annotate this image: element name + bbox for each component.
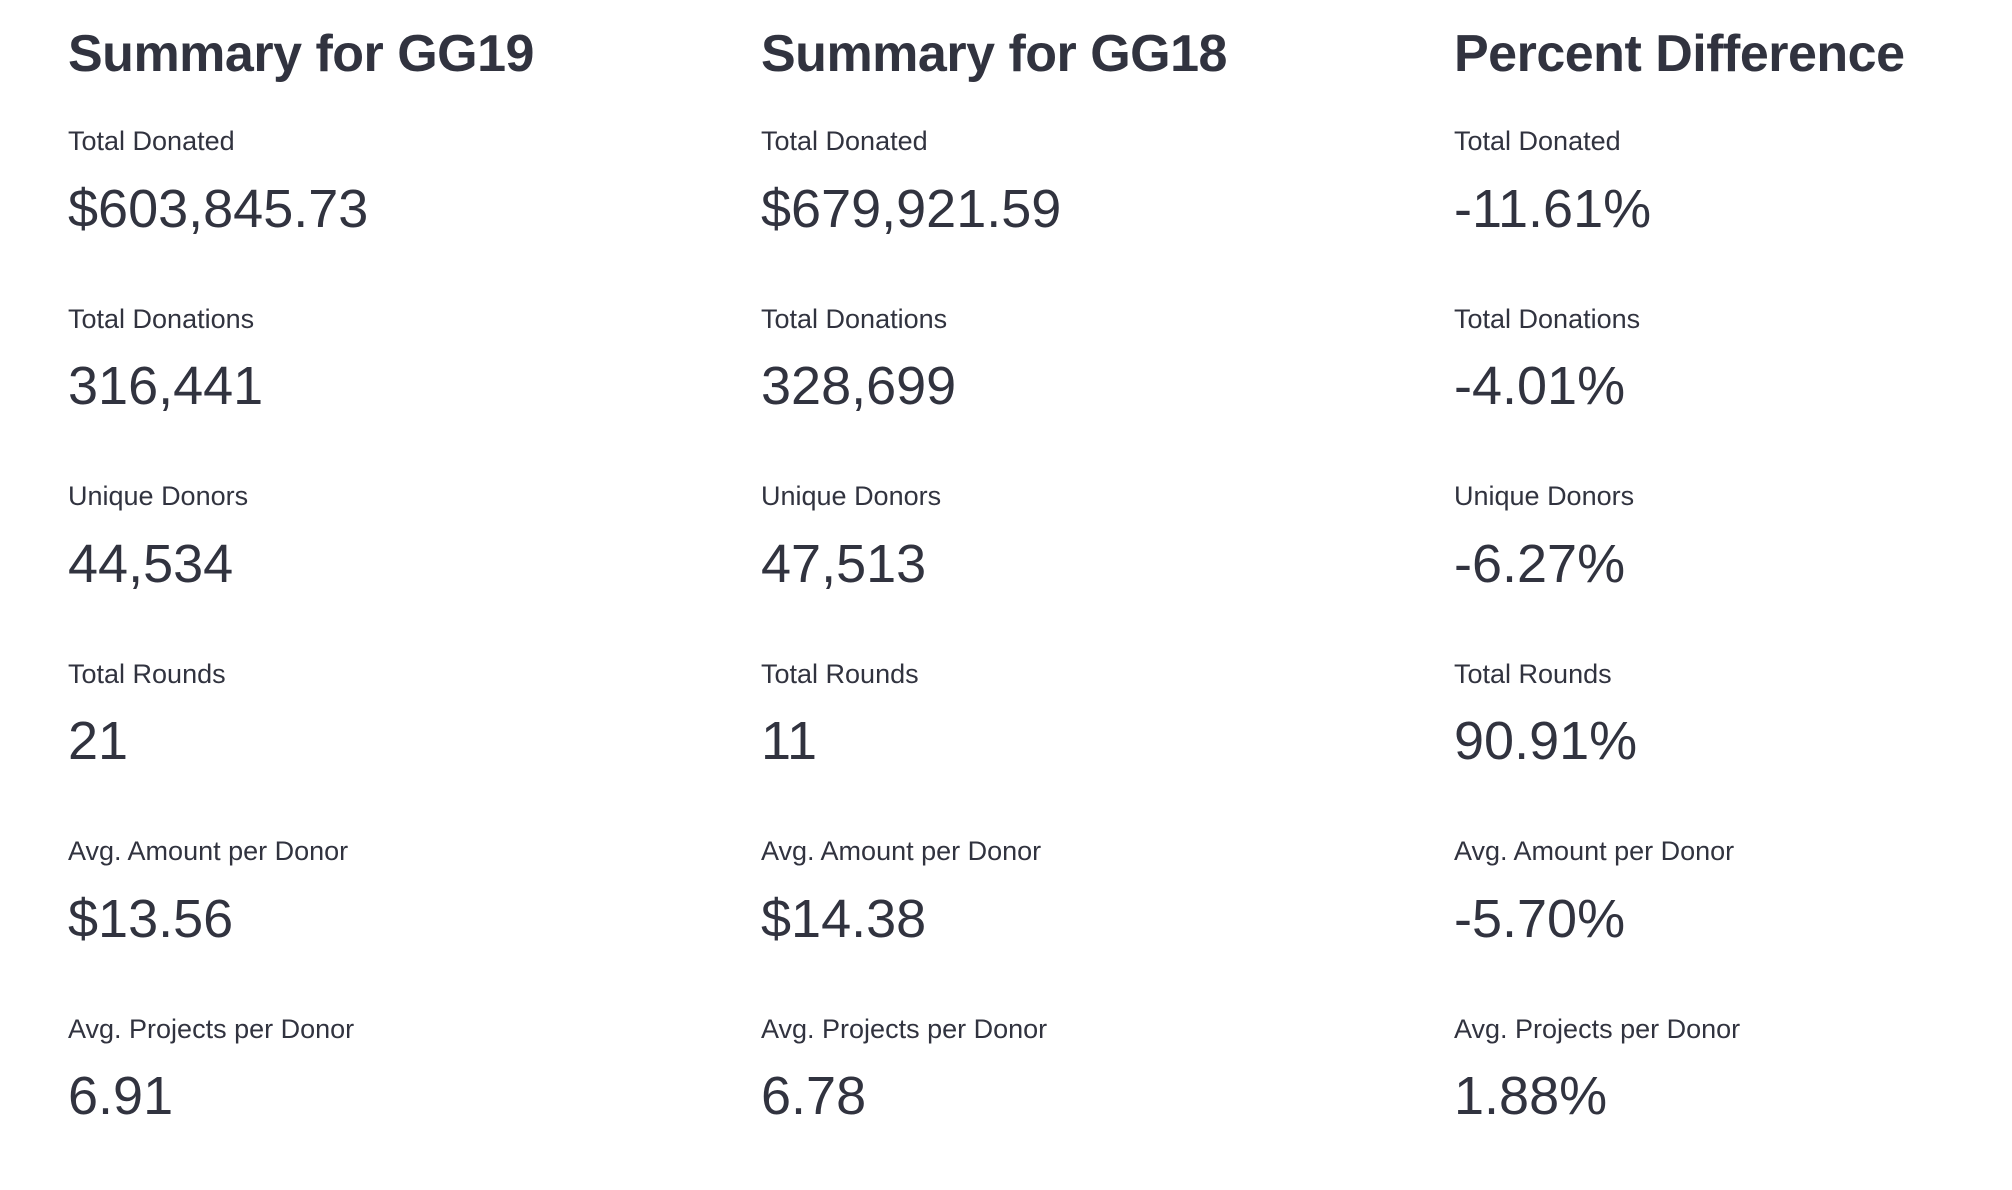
- metric-value: 1.88%: [1454, 1066, 1608, 1127]
- metric-block: Avg. Amount per Donor -5.70%: [1454, 835, 2012, 952]
- metric-value: $603,845.73: [68, 178, 369, 239]
- metric-label: Avg. Amount per Donor: [761, 836, 1042, 867]
- metric-label: Avg. Projects per Donor: [68, 1013, 355, 1044]
- metric-value: -5.70%: [1454, 888, 1626, 949]
- metric-block: Avg. Projects per Donor 1.88%: [1454, 1013, 2012, 1130]
- metric-block: Avg. Projects per Donor 6.91: [68, 1013, 761, 1130]
- metric-label: Total Donations: [1454, 303, 1641, 334]
- metric-value: $13.56: [68, 888, 234, 949]
- metric-label: Total Donations: [761, 303, 948, 334]
- metric-block: Avg. Amount per Donor $13.56: [68, 835, 761, 952]
- metric-block: Total Donated -11.61%: [1454, 125, 2012, 242]
- metric-block: Total Donations 316,441: [68, 303, 761, 420]
- metric-label: Avg. Amount per Donor: [1454, 836, 1735, 867]
- metric-value: 21: [68, 711, 129, 772]
- metric-block: Unique Donors 47,513: [761, 480, 1454, 597]
- metric-label: Avg. Projects per Donor: [761, 1013, 1048, 1044]
- metric-list: Total Donated -11.61% Total Donations -4…: [1454, 125, 2012, 1129]
- metric-value: 11: [761, 711, 818, 772]
- metric-value: $14.38: [761, 888, 927, 949]
- metric-label: Unique Donors: [761, 481, 942, 512]
- metric-label: Unique Donors: [68, 481, 249, 512]
- metric-value: 328,699: [761, 356, 957, 417]
- metric-list: Total Donated $603,845.73 Total Donation…: [68, 125, 761, 1129]
- metric-value: 6.78: [761, 1066, 867, 1127]
- metric-block: Avg. Amount per Donor $14.38: [761, 835, 1454, 952]
- metric-value: -6.27%: [1454, 533, 1626, 594]
- metric-value: -11.61%: [1454, 178, 1652, 239]
- metric-label: Total Donated: [68, 126, 235, 156]
- metric-label: Unique Donors: [1454, 481, 1635, 512]
- summary-column: Summary for GG18 Total Donated $679,921.…: [761, 22, 1454, 1190]
- metric-block: Total Donated $603,845.73: [68, 125, 761, 242]
- summary-column: Summary for GG19 Total Donated $603,845.…: [68, 22, 761, 1190]
- metric-label: Total Donated: [1454, 126, 1621, 156]
- metric-label: Total Donated: [761, 126, 928, 156]
- metric-block: Avg. Projects per Donor 6.78: [761, 1013, 1454, 1130]
- column-title: Percent Difference: [1454, 25, 1905, 83]
- metric-value: 47,513: [761, 533, 927, 594]
- metric-value: $679,921.59: [761, 178, 1062, 239]
- metric-label: Total Rounds: [761, 658, 919, 689]
- column-title: Summary for GG19: [68, 25, 534, 83]
- metric-block: Total Rounds 11: [761, 658, 1454, 775]
- metric-label: Total Rounds: [68, 658, 226, 689]
- metric-block: Total Donations 328,699: [761, 303, 1454, 420]
- metric-label: Avg. Amount per Donor: [68, 836, 349, 867]
- metric-block: Total Donated $679,921.59: [761, 125, 1454, 242]
- metric-list: Total Donated $679,921.59 Total Donation…: [761, 125, 1454, 1129]
- metric-value: 90.91%: [1454, 711, 1638, 772]
- metric-label: Total Donations: [68, 303, 255, 334]
- metric-block: Total Rounds 21: [68, 658, 761, 775]
- metric-label: Avg. Projects per Donor: [1454, 1013, 1741, 1044]
- metric-value: 44,534: [68, 533, 234, 594]
- metric-block: Total Donations -4.01%: [1454, 303, 2012, 420]
- summary-column: Percent Difference Total Donated -11.61%…: [1454, 22, 2012, 1190]
- metric-block: Unique Donors -6.27%: [1454, 480, 2012, 597]
- metric-value: -4.01%: [1454, 356, 1626, 417]
- metric-block: Unique Donors 44,534: [68, 480, 761, 597]
- metric-block: Total Rounds 90.91%: [1454, 658, 2012, 775]
- metric-value: 316,441: [68, 356, 264, 417]
- metric-value: 6.91: [68, 1066, 174, 1127]
- column-title: Summary for GG18: [761, 25, 1227, 83]
- metric-label: Total Rounds: [1454, 658, 1612, 689]
